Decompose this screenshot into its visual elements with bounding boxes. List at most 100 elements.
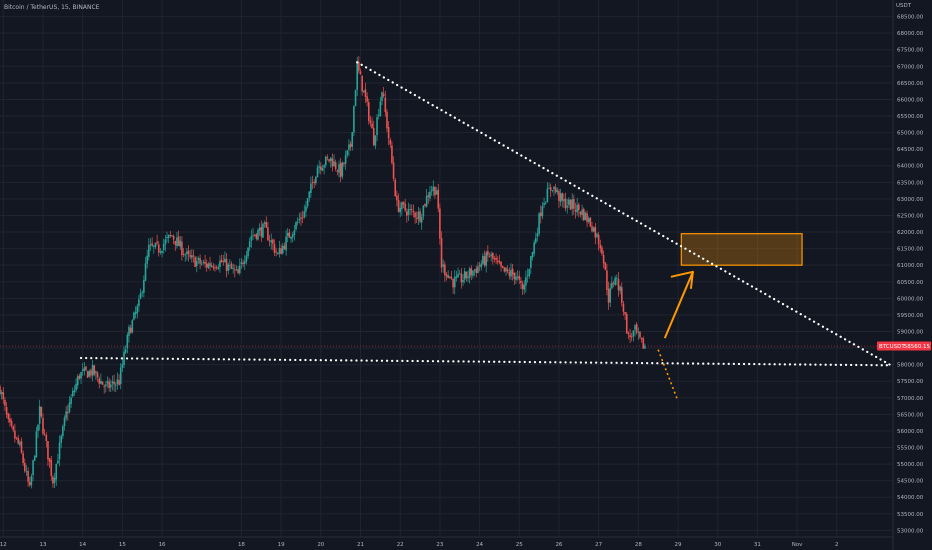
candle-body [0, 386, 1, 395]
candle-body [387, 127, 390, 139]
candle-body [399, 207, 401, 213]
candle-body [81, 369, 84, 371]
candle-body [134, 312, 137, 315]
candle-body [131, 320, 134, 333]
candle-body [576, 204, 578, 213]
candle-body [452, 278, 454, 288]
candle-body [119, 367, 122, 384]
candle-body [531, 251, 534, 258]
candle-body [475, 268, 478, 273]
candle-body [113, 381, 115, 385]
candle-body [381, 92, 383, 101]
candle-body [227, 264, 230, 271]
x-tick-label: 26 [555, 542, 562, 548]
candle-body [318, 166, 320, 168]
candle-body [10, 421, 13, 426]
candle-body [460, 273, 463, 283]
candle-body [359, 71, 362, 75]
target-zone-box[interactable] [680, 233, 803, 266]
candles [0, 56, 646, 489]
x-tick-label: 18 [238, 542, 245, 548]
candle-body [138, 299, 140, 307]
candle-body [305, 206, 307, 212]
candle-body [70, 397, 72, 404]
candle-body [162, 244, 165, 250]
candle-body [210, 265, 213, 267]
candle-body [14, 430, 16, 439]
price-axis[interactable]: USDT 53000.00 53500.00 54000.00 54500.00 550… [896, 3, 924, 534]
candle-body [568, 199, 570, 205]
candle-body [207, 263, 210, 269]
candle-body [371, 123, 373, 129]
x-tick-label: 13 [39, 542, 46, 548]
candle-body [596, 233, 598, 237]
candle-body [71, 391, 74, 397]
candle-body [457, 273, 459, 277]
candle-body [338, 164, 340, 173]
candle-body [209, 263, 211, 267]
candle-body [541, 206, 544, 217]
candle-body [45, 434, 48, 442]
candle-body [366, 96, 368, 102]
candle-body [141, 291, 144, 293]
candle-body [506, 269, 509, 272]
candle-body [397, 199, 400, 212]
price-tag-value: 58560.15 [904, 344, 931, 350]
candle-body [275, 251, 277, 253]
candle-body [15, 437, 18, 439]
resistance-trendline [356, 61, 891, 366]
candle-body [563, 199, 565, 202]
candle-body [283, 245, 286, 250]
candle-body [177, 236, 180, 246]
candle-body [7, 413, 10, 419]
x-tick-label: 30 [714, 542, 721, 548]
candle-body [43, 433, 46, 435]
candle-body [156, 241, 158, 244]
x-tick-label: 19 [278, 542, 285, 548]
candle-body [415, 217, 418, 219]
candle-body [453, 276, 456, 288]
y-tick-label: 56000.00 [897, 429, 924, 435]
y-tick-label: 59500.00 [897, 313, 924, 319]
candle-body [346, 150, 349, 156]
candle-body [528, 269, 530, 277]
y-tick-label: 60500.00 [897, 280, 924, 286]
candle-body [566, 206, 569, 208]
candle-body [315, 176, 317, 184]
x-tick-label: 21 [357, 542, 364, 548]
candle-body [22, 453, 24, 464]
candle-body [611, 282, 613, 289]
y-tick-label: 53500.00 [897, 512, 924, 518]
support-trendline [79, 356, 891, 367]
candle-body [510, 269, 512, 277]
candle-body [126, 334, 129, 349]
candle-body [93, 365, 96, 375]
candle-body [101, 381, 104, 385]
candle-body [477, 266, 479, 274]
candle-body [174, 240, 177, 245]
candle-body [424, 204, 426, 206]
candle-body [396, 195, 398, 201]
x-tick-label: 24 [476, 542, 483, 548]
candle-body [323, 165, 325, 168]
candle-body [571, 199, 573, 209]
candle-body [402, 201, 405, 205]
candle-body [298, 218, 301, 221]
candle-body [358, 62, 360, 71]
y-tick-label: 66500.00 [897, 81, 924, 87]
candle-body [614, 277, 616, 285]
candle-body [498, 261, 501, 263]
candle-body [230, 263, 233, 269]
x-tick-label: Nov [792, 542, 803, 548]
candle-body [612, 283, 615, 285]
candle-body [632, 330, 635, 337]
candle-body [139, 293, 142, 299]
candle-body [630, 336, 633, 338]
candle-body [377, 115, 380, 117]
time-axis[interactable]: 12 13 14 15 16 18 19 20 21 22 23 24 25 26 27 28 29 30 31 No… [0, 542, 839, 548]
candle-body [280, 248, 282, 255]
candle-body [52, 476, 54, 484]
candle-body [430, 190, 433, 192]
candle-body [103, 385, 105, 387]
